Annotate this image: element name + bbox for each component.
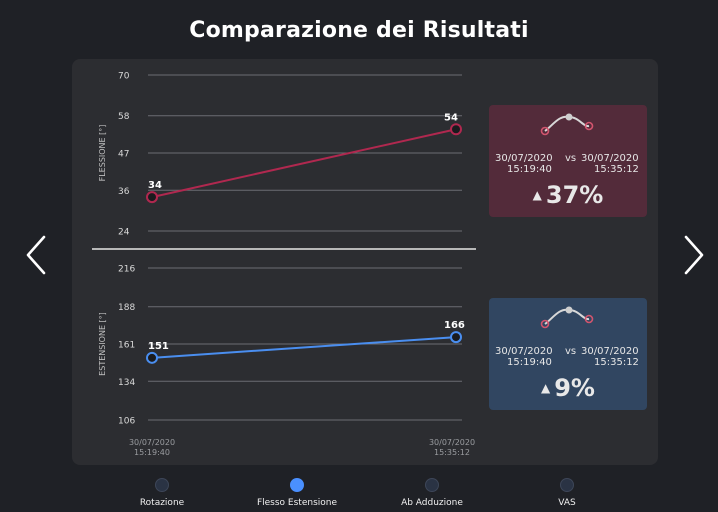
flessione-y-tick-label: 24: [118, 228, 130, 238]
first-date: 30/07/2020: [495, 346, 553, 357]
nav-item-label: VAS: [558, 498, 576, 508]
percent-change: ▲ 9%: [489, 374, 647, 402]
chevron-right-icon: [684, 235, 704, 275]
flessione-y-tick-label: 36: [118, 187, 130, 197]
x-tick-label-date: 30/07/2020: [129, 438, 175, 447]
estensione-data-point: [146, 351, 158, 364]
nav-item-vas[interactable]: VAS: [507, 478, 627, 508]
nav-dot: [560, 478, 574, 492]
nav-item-label: Flesso Estensione: [256, 498, 338, 508]
nav-dot: [425, 478, 439, 492]
previous-arrow-button[interactable]: [22, 233, 52, 277]
chart-type-navigation: Rotazione Flesso Estensione Ab Adduzione…: [0, 478, 718, 512]
percent-value: 9%: [554, 374, 595, 402]
comparison-chart: 24 36 47 58 70 FLESSIONE [°] 34 54 106 134 161 188 2…: [92, 72, 476, 457]
estensione-data-point: [450, 331, 462, 344]
second-date: 30/07/2020: [581, 346, 639, 357]
estensione-data-label: 151: [148, 341, 169, 352]
second-date: 30/07/2020: [581, 153, 639, 164]
x-tick-label-time: 15:19:40: [134, 448, 170, 457]
estensione-series-line: [151, 336, 457, 359]
flessione-y-tick-label: 47: [118, 150, 129, 160]
estensione-comparison-card: 30/07/2020 vs 30/07/2020 15:19:40 15:35:…: [489, 298, 647, 410]
estensione-y-tick-label: 134: [118, 378, 135, 388]
percent-value: 37%: [545, 181, 604, 209]
flessione-y-axis-label: FLESSIONE [°]: [98, 125, 107, 182]
nav-dot: [290, 478, 304, 492]
vs-label: vs: [565, 346, 577, 357]
flessione-series-line: [151, 128, 457, 199]
nav-item-rotazione[interactable]: Rotazione: [102, 478, 222, 508]
nav-item-label: Ab Adduzione: [401, 498, 463, 508]
vs-label: vs: [565, 153, 577, 164]
estensione-data-label: 166: [444, 320, 465, 331]
flessione-data-label: 34: [148, 180, 162, 191]
x-tick-label-date: 30/07/2020: [429, 438, 475, 447]
up-triangle-icon: ▲: [532, 188, 542, 202]
flessione-data-point: [146, 191, 158, 204]
flessione-data-label: 54: [444, 112, 458, 123]
second-time: 15:35:12: [594, 164, 639, 175]
estensione-y-tick-label: 188: [118, 303, 135, 313]
flessione-y-tick-label: 70: [118, 72, 130, 82]
nav-item-ab-adduzione[interactable]: Ab Adduzione: [372, 478, 492, 508]
next-arrow-button[interactable]: [678, 233, 708, 277]
estensione-y-tick-label: 216: [118, 265, 135, 275]
trend-sparkline-icon: [540, 306, 594, 329]
flessione-comparison-card: 30/07/2020 vs 30/07/2020 15:19:40 15:35:…: [489, 105, 647, 217]
percent-change: ▲ 37%: [489, 181, 647, 209]
flessione-y-tick-label: 58: [118, 112, 130, 122]
up-triangle-icon: ▲: [541, 381, 551, 395]
nav-dot: [155, 478, 169, 492]
page-title: Comparazione dei Risultati: [189, 18, 529, 43]
nav-item-label: Rotazione: [139, 498, 185, 508]
comparison-panel: 24 36 47 58 70 FLESSIONE [°] 34 54 106 134 161 188 2…: [72, 59, 658, 465]
estensione-y-tick-label: 106: [118, 417, 135, 427]
first-time: 15:19:40: [507, 164, 552, 175]
flessione-data-point: [450, 123, 462, 136]
second-time: 15:35:12: [594, 357, 639, 368]
x-tick-label-time: 15:35:12: [434, 448, 470, 457]
first-date: 30/07/2020: [495, 153, 553, 164]
nav-item-flesso-estensione[interactable]: Flesso Estensione: [237, 478, 357, 508]
estensione-y-axis-label: ESTENSIONE [°]: [98, 312, 107, 376]
estensione-y-tick-label: 161: [118, 341, 135, 351]
first-time: 15:19:40: [507, 357, 552, 368]
chevron-left-icon: [26, 235, 46, 275]
trend-sparkline-icon: [540, 113, 594, 136]
